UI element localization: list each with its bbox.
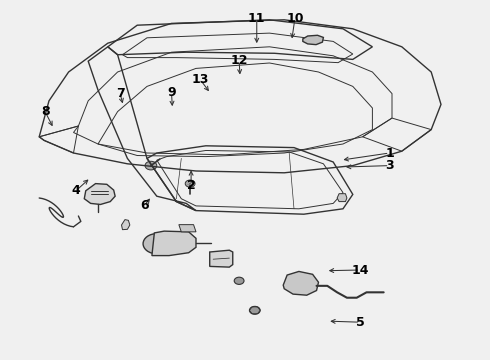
Text: 9: 9 <box>167 86 176 99</box>
Text: 11: 11 <box>248 12 266 24</box>
Text: 1: 1 <box>385 147 394 159</box>
Text: 2: 2 <box>187 179 196 192</box>
Text: 13: 13 <box>191 73 209 86</box>
Polygon shape <box>152 231 196 256</box>
Polygon shape <box>179 225 196 232</box>
Polygon shape <box>337 194 347 202</box>
Circle shape <box>294 280 304 287</box>
Text: 7: 7 <box>116 87 124 100</box>
Text: 12: 12 <box>230 54 248 67</box>
Polygon shape <box>84 184 115 204</box>
Text: 8: 8 <box>41 105 49 118</box>
Text: 3: 3 <box>385 159 394 172</box>
Text: 10: 10 <box>286 12 304 24</box>
Circle shape <box>185 180 195 187</box>
Text: 14: 14 <box>351 264 369 276</box>
Polygon shape <box>283 271 318 295</box>
Circle shape <box>249 306 260 314</box>
Circle shape <box>145 161 157 170</box>
Circle shape <box>143 234 171 254</box>
Polygon shape <box>303 35 323 45</box>
Polygon shape <box>122 220 130 230</box>
Circle shape <box>234 277 244 284</box>
Circle shape <box>311 38 317 42</box>
Text: 5: 5 <box>356 316 365 329</box>
Polygon shape <box>210 250 233 267</box>
Text: 4: 4 <box>72 184 80 197</box>
Text: 6: 6 <box>140 199 149 212</box>
